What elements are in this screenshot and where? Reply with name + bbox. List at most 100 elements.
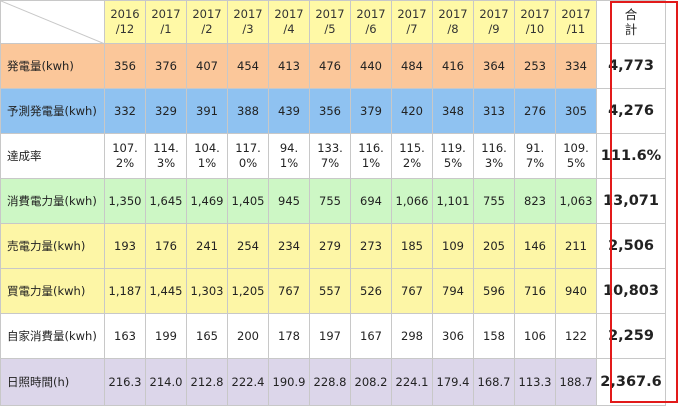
month-header: 2017/4 <box>268 0 310 44</box>
value-cell: 133. 7% <box>309 133 351 179</box>
value-cell: 694 <box>350 178 392 224</box>
header-row: 2016/12 2017/1 2017/2 2017/3 2017/4 2017/5 201… <box>0 0 666 44</box>
value-cell: 298 <box>391 313 433 359</box>
table-row: 売電力量(kwh) 193 176 241 254 234 279 273 185 109 205 1… <box>0 223 666 269</box>
table-row: 発電量(kwh) 356 376 407 454 413 476 440 484 416 364 25… <box>0 43 666 89</box>
value-part: 133. <box>317 141 343 155</box>
total-cell: 111.6% <box>596 133 666 179</box>
value-cell: 276 <box>514 88 556 134</box>
power-stats-table: 2016/12 2017/1 2017/2 2017/3 2017/4 2017/5 201… <box>0 0 666 406</box>
value-cell: 167 <box>350 313 392 359</box>
value-part: 116. <box>358 141 384 155</box>
value-part: 0% <box>238 156 258 170</box>
total-cell: 2,367.6 <box>596 358 666 406</box>
value-cell: 109. 5% <box>555 133 597 179</box>
value-cell: 94. 1% <box>268 133 310 179</box>
month-number: /5 <box>324 22 336 36</box>
value-cell: 179.4 <box>432 358 474 406</box>
month-header: 2017/6 <box>350 0 392 44</box>
value-cell: 1,187 <box>104 268 146 314</box>
value-cell: 212.8 <box>186 358 228 406</box>
value-cell: 224.1 <box>391 358 433 406</box>
total-header: 合 計 <box>596 0 666 44</box>
month-header: 2017/9 <box>473 0 515 44</box>
row-label: 売電力量(kwh) <box>0 223 105 269</box>
value-cell: 755 <box>473 178 515 224</box>
value-part: 5% <box>443 156 463 170</box>
value-cell: 178 <box>268 313 310 359</box>
value-part: 3% <box>484 156 504 170</box>
value-cell: 1,063 <box>555 178 597 224</box>
month-header: 2017/5 <box>309 0 351 44</box>
total-cell: 13,071 <box>596 178 666 224</box>
month-year: 2017 <box>233 7 263 21</box>
table-row: 予測発電量(kwh) 332 329 391 388 439 356 379 420 348 313… <box>0 88 666 134</box>
value-cell: 364 <box>473 43 515 89</box>
total-cell: 10,803 <box>596 268 666 314</box>
value-cell: 329 <box>145 88 187 134</box>
value-part: 117. <box>235 141 261 155</box>
value-cell: 185 <box>391 223 433 269</box>
value-cell: 165 <box>186 313 228 359</box>
value-cell: 208.2 <box>350 358 392 406</box>
row-label: 発電量(kwh) <box>0 43 105 89</box>
table-row: 日照時間(h) 216.3 214.0 212.8 222.4 190.9 228.8 208… <box>0 358 666 406</box>
month-header: 2017/3 <box>227 0 269 44</box>
value-cell: 193 <box>104 223 146 269</box>
value-cell: 176 <box>145 223 187 269</box>
value-cell: 114. 3% <box>145 133 187 179</box>
value-part: 109. <box>563 141 589 155</box>
value-cell: 91. 7% <box>514 133 556 179</box>
value-cell: 190.9 <box>268 358 310 406</box>
value-cell: 241 <box>186 223 228 269</box>
value-cell: 945 <box>268 178 310 224</box>
value-cell: 391 <box>186 88 228 134</box>
value-cell: 334 <box>555 43 597 89</box>
value-part: 1% <box>361 156 381 170</box>
value-cell: 823 <box>514 178 556 224</box>
total-cell: 4,773 <box>596 43 666 89</box>
value-cell: 1,445 <box>145 268 187 314</box>
value-cell: 940 <box>555 268 597 314</box>
value-cell: 211 <box>555 223 597 269</box>
value-part: 119. <box>440 141 466 155</box>
month-year: 2017 <box>438 7 468 21</box>
month-year: 2017 <box>356 7 386 21</box>
value-cell: 439 <box>268 88 310 134</box>
value-cell: 356 <box>309 88 351 134</box>
total-cell: 2,259 <box>596 313 666 359</box>
value-part: 115. <box>399 141 425 155</box>
value-cell: 163 <box>104 313 146 359</box>
month-year: 2016 <box>110 7 140 21</box>
value-cell: 1,405 <box>227 178 269 224</box>
value-cell: 755 <box>309 178 351 224</box>
value-cell: 1,066 <box>391 178 433 224</box>
value-part: 2% <box>402 156 422 170</box>
value-cell: 413 <box>268 43 310 89</box>
month-number: /10 <box>525 22 545 36</box>
value-cell: 416 <box>432 43 474 89</box>
total-cell: 2,506 <box>596 223 666 269</box>
value-cell: 122 <box>555 313 597 359</box>
value-cell: 379 <box>350 88 392 134</box>
value-cell: 199 <box>145 313 187 359</box>
value-cell: 107. 2% <box>104 133 146 179</box>
value-part: 116. <box>481 141 507 155</box>
month-year: 2017 <box>192 7 222 21</box>
value-part: 107. <box>112 141 138 155</box>
month-year: 2017 <box>561 7 591 21</box>
value-cell: 117. 0% <box>227 133 269 179</box>
value-cell: 158 <box>473 313 515 359</box>
value-cell: 1,350 <box>104 178 146 224</box>
row-label: 日照時間(h) <box>0 358 105 406</box>
value-cell: 332 <box>104 88 146 134</box>
row-label: 予測発電量(kwh) <box>0 88 105 134</box>
month-number: /12 <box>115 22 135 36</box>
month-number: /2 <box>201 22 213 36</box>
month-number: /8 <box>447 22 459 36</box>
value-cell: 116. 3% <box>473 133 515 179</box>
month-header: 2017/11 <box>555 0 597 44</box>
month-year: 2017 <box>479 7 509 21</box>
value-cell: 767 <box>391 268 433 314</box>
value-part: 7% <box>525 156 545 170</box>
